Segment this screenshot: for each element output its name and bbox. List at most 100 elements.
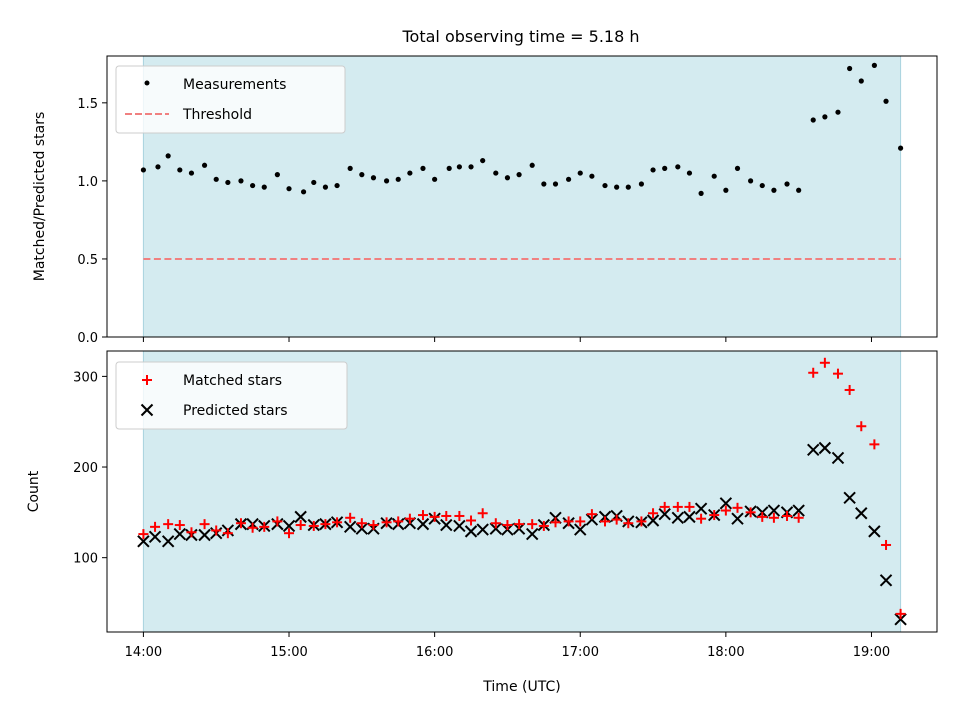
measurement-point (238, 178, 244, 184)
legend-matched-label: Matched stars (183, 373, 282, 389)
measurement-point (250, 182, 256, 189)
x-tick-label: 17:00 (562, 645, 599, 660)
measurement-point (650, 167, 656, 173)
ratio-panel: 0.0 0.5 1.0 1.5 Matched/Predicted stars Mea… (32, 55, 938, 346)
predicted-star-point (894, 613, 907, 626)
measurement-point (625, 184, 631, 190)
matched-star-point (623, 518, 634, 529)
predicted-star-point (767, 504, 781, 517)
matched-star-point (320, 519, 331, 530)
matched-star-point (429, 511, 440, 522)
matched-star-point (186, 527, 197, 538)
measurement-point (614, 184, 620, 190)
predicted-star-point (807, 443, 820, 457)
measurement-point (723, 187, 729, 193)
predicted-star-point (453, 519, 466, 533)
predicted-star-point (694, 502, 708, 515)
measurement-point (675, 164, 681, 170)
predicted-star-point (416, 517, 430, 531)
measurement-point (541, 181, 547, 187)
legend-matched-glyph (142, 375, 152, 385)
matched-star-point (222, 528, 233, 539)
measurement-point (456, 164, 462, 170)
matched-star-point (782, 510, 793, 521)
measurement-point (686, 170, 693, 176)
matched-star-point (404, 513, 415, 524)
measurement-point (165, 153, 171, 159)
predicted-star-point (137, 535, 150, 548)
count-y-axis-label: Count (26, 470, 42, 512)
measurement-point (822, 114, 828, 120)
ratio-legend: Measurements Threshold (115, 65, 346, 134)
measurement-point (213, 176, 219, 182)
predicted-star-point (658, 507, 671, 521)
matched-star-point (819, 357, 830, 368)
matched-star-point (709, 510, 720, 521)
matched-star-point (563, 516, 574, 527)
matched-star-point (211, 525, 222, 536)
matched-star-point (490, 518, 501, 529)
predicted-star-point (489, 522, 502, 535)
matched-star-point (138, 529, 149, 540)
matched-star-point (381, 517, 392, 528)
measurement-point (347, 165, 353, 171)
matched-star-point (659, 501, 670, 512)
measurement-point (871, 62, 877, 68)
matched-star-point (696, 513, 707, 524)
x-tick-label: 15:00 (270, 645, 307, 660)
measurement-point (201, 162, 208, 168)
measurement-point (395, 176, 401, 182)
y-tick-label: 200 (73, 461, 98, 476)
measurement-point (883, 98, 889, 104)
measurement-point (897, 145, 904, 151)
predicted-star-point (831, 451, 845, 465)
legend-predicted-glyph (140, 403, 154, 417)
y-tick-label: 0.5 (77, 253, 98, 268)
measurement-point (858, 78, 864, 84)
predicted-star-point (818, 441, 832, 455)
legend-predicted-marker (140, 403, 154, 417)
matched-star-point (295, 520, 306, 531)
matched-star-point (417, 510, 428, 521)
matched-star-point (368, 520, 379, 531)
matched-star-point (720, 505, 731, 516)
predicted-star-point (161, 535, 175, 548)
ratio-legend-box (115, 65, 346, 134)
measurement-point (796, 187, 802, 193)
x-tick-label: 16:00 (416, 645, 453, 660)
predicted-star-point (294, 510, 307, 524)
predicted-star-point (440, 518, 453, 532)
matched-star-point (441, 510, 452, 521)
matched-star-point (259, 521, 270, 532)
measurement-point (311, 179, 317, 186)
measurement-point (711, 173, 717, 179)
predicted-star-point (879, 574, 893, 587)
figure-title: Total observing time = 5.18 h (401, 27, 639, 46)
legend-matched-marker (142, 375, 152, 385)
matched-star-point (163, 519, 174, 530)
ratio-y-axis-label: Matched/Predicted stars (32, 112, 48, 282)
y-tick-label: 1.5 (77, 97, 98, 112)
matched-star-point (174, 520, 185, 531)
predicted-star-point (355, 522, 369, 535)
matched-star-point (757, 511, 768, 522)
matched-star-point (527, 519, 538, 530)
predicted-star-point (731, 512, 744, 525)
measurement-point (516, 172, 522, 178)
predicted-star-point (843, 491, 856, 505)
legend-measurements-marker (144, 80, 150, 86)
predicted-star-point (464, 525, 478, 538)
matched-star-point (611, 514, 622, 525)
matched-star-point (308, 520, 319, 531)
matched-star-point (247, 522, 258, 533)
matched-star-point (732, 502, 743, 513)
x-tick-label: 19:00 (853, 645, 890, 660)
measurement-point (446, 165, 452, 171)
predicted-star-point (719, 497, 733, 510)
matched-star-point (808, 367, 819, 378)
measurement-point (322, 184, 329, 190)
measurement-point (300, 189, 307, 195)
matched-star-point (235, 518, 246, 529)
measurement-point (480, 157, 486, 164)
matched-star-point (600, 516, 610, 527)
